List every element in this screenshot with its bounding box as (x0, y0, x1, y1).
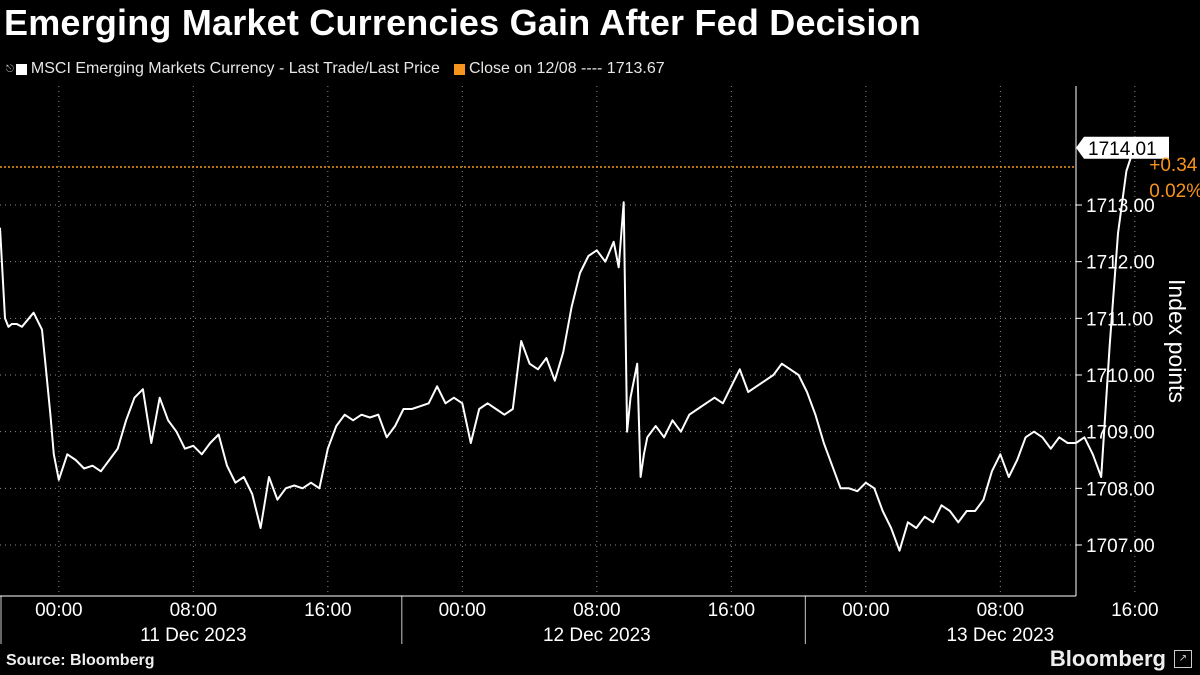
x-tick-label: 08:00 (170, 600, 218, 621)
legend: ⎋ MSCI Emerging Markets Currency - Last … (6, 60, 679, 78)
day-label: 11 Dec 2023 (140, 625, 246, 646)
legend-label-series: MSCI Emerging Markets Currency - Last Tr… (30, 60, 440, 77)
change-label: +0.34 (1149, 155, 1198, 176)
legend-label-close: Close on 12/08 ---- 1713.67 (468, 60, 665, 77)
source-note: Source: Bloomberg (6, 652, 155, 669)
chart-title: Emerging Market Currencies Gain After Fe… (4, 2, 921, 43)
last-value-label: 1714.01 (1088, 139, 1157, 160)
pin-icon[interactable]: ⎋ (6, 63, 14, 75)
x-tick-label: 00:00 (842, 600, 890, 621)
y-tick-label: 1708.00 (1086, 479, 1155, 500)
legend-item-close: Close on 12/08 ---- 1713.67 (453, 60, 665, 78)
legend-swatch-series (15, 63, 27, 75)
change-pct-label: 0.02% (1149, 181, 1200, 202)
y-tick-label: 1712.00 (1086, 253, 1155, 274)
x-tick-label: 00:00 (439, 600, 487, 621)
legend-swatch-close (453, 63, 465, 75)
y-tick-label: 1707.00 (1086, 536, 1155, 557)
x-tick-label: 16:00 (708, 600, 756, 621)
last-value-tag (1076, 136, 1169, 159)
y-tick-label: 1711.00 (1086, 309, 1153, 330)
brand-logo: Bloomberg (1049, 646, 1166, 671)
y-axis-label: Index points (1164, 279, 1190, 403)
x-tick-label: 08:00 (977, 600, 1025, 621)
x-tick-label: 16:00 (1111, 600, 1159, 621)
series-line-msci-em-currency (0, 144, 1138, 552)
x-tick-label: 08:00 (573, 600, 621, 621)
expand-icon[interactable]: ↗ (1174, 650, 1192, 668)
y-tick-label: 1709.00 (1086, 423, 1155, 444)
y-tick-label: 1710.00 (1086, 366, 1155, 387)
x-tick-label: 00:00 (35, 600, 83, 621)
y-tick-label: 1713.00 (1086, 196, 1155, 217)
day-label: 12 Dec 2023 (543, 625, 651, 646)
legend-item-series: ⎋ MSCI Emerging Markets Currency - Last … (6, 60, 440, 78)
day-label: 13 Dec 2023 (946, 625, 1054, 646)
x-tick-label: 16:00 (304, 600, 352, 621)
